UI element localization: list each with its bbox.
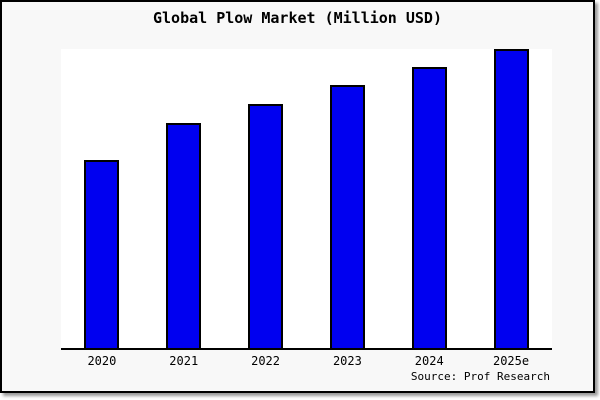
bar-slot-2024 [388, 49, 470, 348]
plot-area [61, 49, 552, 350]
bar-slot-2021 [143, 49, 225, 348]
chart-frame: Global Plow Market (Million USD) 2020 202… [0, 0, 595, 393]
x-tick-label-2025e: 2025e [492, 354, 530, 368]
bar-2024 [411, 67, 447, 348]
bar-2025e [493, 49, 529, 348]
x-tick-label-2023: 2023 [332, 354, 362, 368]
bar-slot-2025e [470, 49, 552, 348]
bar-2022 [248, 104, 284, 348]
bar-2021 [166, 123, 202, 348]
x-tick-label-2021: 2021 [169, 354, 199, 368]
source-note: Source: Prof Research [410, 370, 550, 383]
chart-title: Global Plow Market (Million USD) [153, 9, 442, 27]
x-tick-label-2022: 2022 [251, 354, 281, 368]
bar-2020 [84, 160, 120, 348]
x-axis-tick-row: 2020 2021 2022 2023 2024 2025e [61, 354, 552, 368]
bar-slot-2023 [306, 49, 388, 348]
bar-2023 [329, 85, 365, 348]
x-tick-label-2024: 2024 [414, 354, 444, 368]
x-tick-label-2020: 2020 [87, 354, 117, 368]
bar-slot-2022 [225, 49, 307, 348]
bar-slot-2020 [61, 49, 143, 348]
